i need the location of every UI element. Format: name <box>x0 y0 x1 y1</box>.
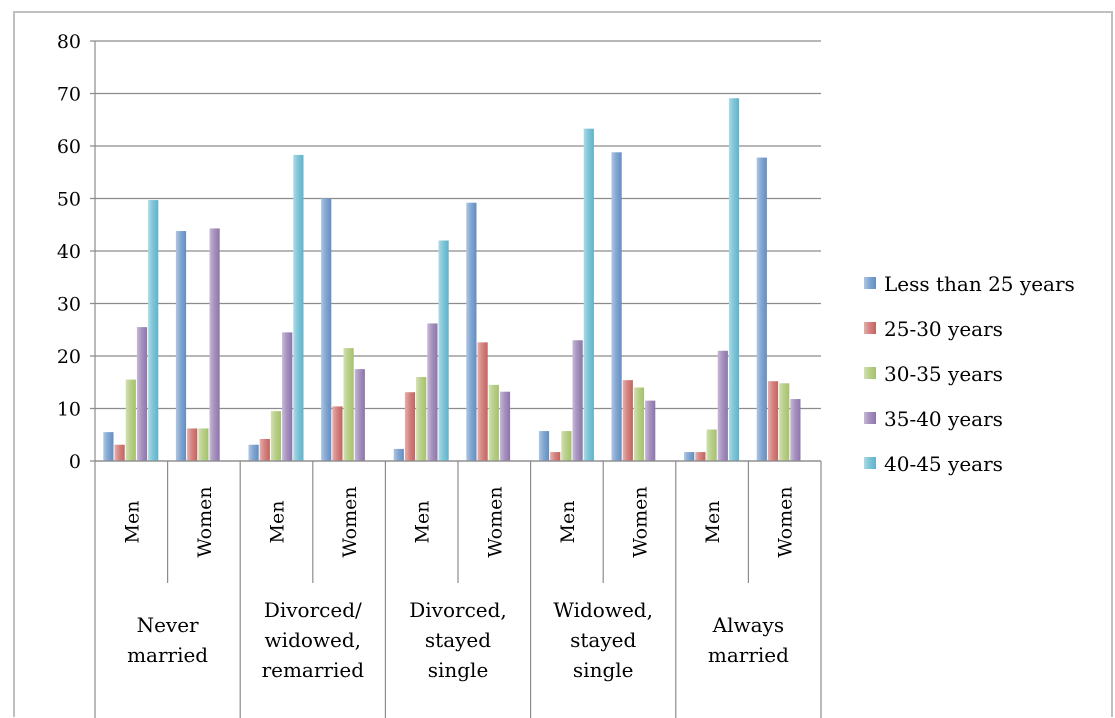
bar <box>550 452 561 461</box>
bar <box>293 154 304 462</box>
bar <box>248 444 259 461</box>
x-group-label: married <box>708 643 789 667</box>
bar <box>706 429 717 461</box>
bar <box>187 428 198 461</box>
bar <box>209 228 220 461</box>
bar <box>756 157 767 462</box>
y-axis: 0 10 20 30 40 50 60 70 80 <box>57 31 96 473</box>
x-subcategory-label: Men <box>121 501 143 544</box>
legend-label: 25-30 years <box>884 317 1003 341</box>
bar <box>136 327 148 461</box>
x-group-label: Divorced, <box>409 598 507 622</box>
bar <box>198 428 209 461</box>
bar <box>538 431 550 461</box>
bar <box>611 152 622 462</box>
bar <box>684 452 695 461</box>
legend: Less than 25 years 25-30 years 30-35 years… <box>864 272 1075 476</box>
bar <box>779 383 790 461</box>
bar <box>148 200 159 461</box>
x-group-label: single <box>428 658 489 682</box>
x-group-label: Always <box>712 613 784 637</box>
x-subcategory-label: Women <box>194 486 216 557</box>
x-group-label: remarried <box>262 658 365 682</box>
x-subcategory-label: Men <box>267 501 289 544</box>
bar <box>695 452 706 461</box>
bars <box>103 98 801 462</box>
x-group-label: single <box>573 658 634 682</box>
x-axis: Men Women Never married Men Women Divorced/wid… <box>94 460 822 718</box>
y-tick-label: 30 <box>57 294 81 316</box>
legend-label: 30-35 years <box>884 362 1003 386</box>
legend-swatch <box>864 367 876 379</box>
bar <box>103 432 114 461</box>
x-group-label: widowed, <box>265 628 361 652</box>
x-group-label: stayed <box>570 628 636 652</box>
bar <box>404 392 416 461</box>
y-tick-label: 0 <box>69 451 81 473</box>
x-group-label: Divorced/ <box>264 598 362 622</box>
bar <box>393 448 404 461</box>
x-group-label: stayed <box>425 628 491 652</box>
y-tick-label: 60 <box>57 136 81 158</box>
bar <box>717 350 728 461</box>
bar <box>259 438 270 461</box>
bar <box>438 240 449 461</box>
y-tick-label: 50 <box>57 189 81 211</box>
bar <box>477 342 488 461</box>
x-subcategory-label: Women <box>775 486 797 557</box>
x-subcategory-label: Men <box>557 501 579 544</box>
y-tick-label: 40 <box>57 241 81 263</box>
bar <box>427 323 438 461</box>
legend-swatch <box>864 322 876 334</box>
y-tick-label: 80 <box>57 31 81 53</box>
bar <box>622 380 633 461</box>
x-subcategory-label: Women <box>630 486 652 557</box>
x-subcategory-label: Women <box>339 486 361 557</box>
x-subcategory-label: Men <box>412 501 434 544</box>
bar <box>114 444 125 461</box>
bar <box>125 379 136 461</box>
x-subcategory-label: Men <box>702 501 724 544</box>
bar <box>790 399 801 461</box>
bar <box>466 202 477 461</box>
y-tick-label: 70 <box>57 84 81 106</box>
y-tick-label: 10 <box>57 399 81 421</box>
bar <box>645 400 656 461</box>
legend-label: Less than 25 years <box>884 272 1075 296</box>
bar <box>561 431 572 461</box>
bar <box>728 98 740 461</box>
x-group-label: Widowed, <box>553 598 653 622</box>
bar <box>416 377 427 461</box>
y-tick-label: 20 <box>57 346 81 368</box>
bar <box>321 198 332 461</box>
legend-label: 35-40 years <box>884 407 1003 431</box>
legend-swatch <box>864 277 876 289</box>
legend-swatch <box>864 457 876 469</box>
bar <box>488 384 499 461</box>
gridlines <box>90 40 821 462</box>
bar <box>583 128 594 462</box>
bar <box>343 348 354 461</box>
bar <box>633 387 645 461</box>
legend-swatch <box>864 412 876 424</box>
bar <box>767 381 779 461</box>
bar <box>332 406 343 461</box>
x-group-label: married <box>127 643 208 667</box>
chart-frame <box>13 11 1113 717</box>
x-group-label: Never <box>137 613 199 637</box>
x-subcategory-label: Women <box>484 486 506 557</box>
bar <box>499 391 511 461</box>
bar <box>354 369 365 461</box>
bar <box>270 411 282 461</box>
legend-label: 40-45 years <box>884 452 1003 476</box>
bar <box>282 332 293 461</box>
bar <box>175 231 187 461</box>
bar <box>572 340 583 461</box>
